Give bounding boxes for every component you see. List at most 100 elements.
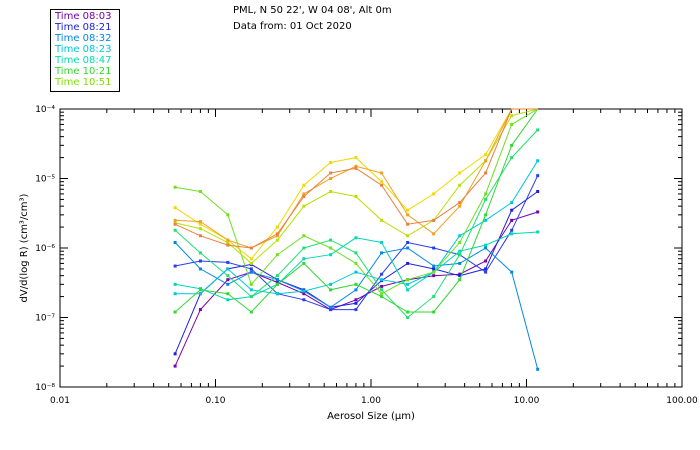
data-point: [226, 267, 230, 271]
series-line: [174, 108, 538, 260]
data-point: [406, 213, 410, 217]
data-point: [275, 234, 279, 238]
data-point: [380, 278, 384, 282]
series-line: [174, 242, 539, 370]
data-point: [484, 171, 488, 175]
data-point: [484, 213, 488, 217]
data-point: [536, 367, 540, 371]
data-point: [484, 153, 488, 157]
series-6: [173, 230, 540, 302]
data-point: [458, 171, 462, 175]
data-point: [484, 192, 488, 196]
data-point: [510, 114, 514, 118]
data-point: [536, 190, 540, 194]
data-point: [354, 166, 358, 170]
data-point: [510, 218, 514, 222]
data-point: [406, 310, 410, 314]
data-point: [249, 246, 253, 250]
data-point: [275, 225, 279, 229]
data-point: [329, 238, 333, 242]
data-point: [380, 284, 384, 288]
y-tick-label: 10⁻⁶: [35, 244, 55, 254]
data-point: [380, 295, 384, 299]
data-point: [226, 238, 230, 242]
data-point: [198, 227, 202, 231]
data-point: [432, 192, 436, 196]
data-point: [380, 272, 384, 276]
data-point: [226, 282, 230, 286]
data-point: [458, 240, 462, 244]
series-line: [175, 108, 538, 295]
data-point: [510, 122, 514, 126]
data-point: [173, 292, 177, 296]
data-point: [329, 253, 333, 257]
x-tick-label: 0.10: [205, 396, 225, 406]
data-point: [249, 261, 253, 265]
data-point: [249, 288, 253, 292]
data-point: [458, 274, 462, 278]
x-tick-label: 1.00: [361, 396, 381, 406]
data-point: [510, 228, 514, 232]
series-9: [173, 108, 538, 296]
data-point: [510, 201, 514, 205]
data-point: [380, 218, 384, 222]
data-point: [484, 246, 488, 250]
data-point: [249, 295, 253, 299]
data-point: [226, 274, 230, 278]
data-point: [406, 208, 410, 212]
legend-item: Time 08:23: [55, 44, 112, 55]
series-8: [173, 108, 539, 314]
data-point: [275, 238, 279, 242]
series-7: [173, 128, 540, 319]
data-point: [510, 143, 514, 147]
legend-item: Time 08:03: [55, 11, 112, 22]
data-point: [275, 280, 279, 284]
data-point: [173, 228, 177, 232]
data-point: [458, 249, 462, 253]
data-point: [354, 282, 358, 286]
data-point: [198, 222, 202, 226]
data-point: [484, 259, 488, 263]
data-point: [226, 243, 230, 247]
data-point: [329, 160, 333, 164]
data-point: [226, 213, 230, 217]
data-point: [432, 295, 436, 299]
data-point: [198, 288, 202, 292]
data-point: [406, 246, 410, 250]
data-point: [329, 288, 333, 292]
data-point: [354, 301, 358, 305]
data-point: [173, 218, 177, 222]
data-point: [406, 261, 410, 265]
data-point: [380, 171, 384, 175]
data-point: [458, 234, 462, 238]
data-point: [302, 261, 306, 265]
data-point: [329, 190, 333, 194]
data-point: [275, 274, 279, 278]
data-point: [329, 246, 333, 250]
data-point: [484, 159, 488, 163]
y-tick-label: 10⁻⁵: [35, 175, 55, 185]
data-point: [198, 308, 202, 312]
data-point: [510, 232, 514, 236]
data-point: [536, 230, 540, 234]
data-point: [354, 156, 358, 160]
data-point: [275, 282, 279, 286]
series-line: [174, 108, 538, 249]
data-point: [432, 246, 436, 250]
data-point: [329, 177, 333, 180]
data-point: [354, 236, 358, 240]
data-point: [354, 164, 358, 168]
data-point: [484, 270, 488, 274]
data-point: [249, 267, 253, 271]
data-point: [302, 195, 306, 199]
data-point: [354, 270, 358, 274]
data-point: [510, 270, 514, 274]
series-5: [173, 159, 540, 296]
data-point: [484, 218, 488, 222]
data-point: [302, 257, 306, 261]
data-point: [432, 267, 436, 271]
data-point: [380, 183, 384, 187]
data-point: [173, 185, 177, 189]
data-point: [198, 220, 202, 224]
